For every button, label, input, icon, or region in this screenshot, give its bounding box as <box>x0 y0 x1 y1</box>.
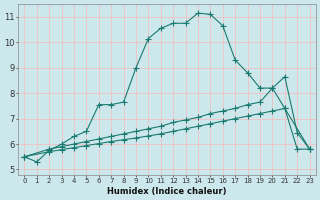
X-axis label: Humidex (Indice chaleur): Humidex (Indice chaleur) <box>107 187 227 196</box>
